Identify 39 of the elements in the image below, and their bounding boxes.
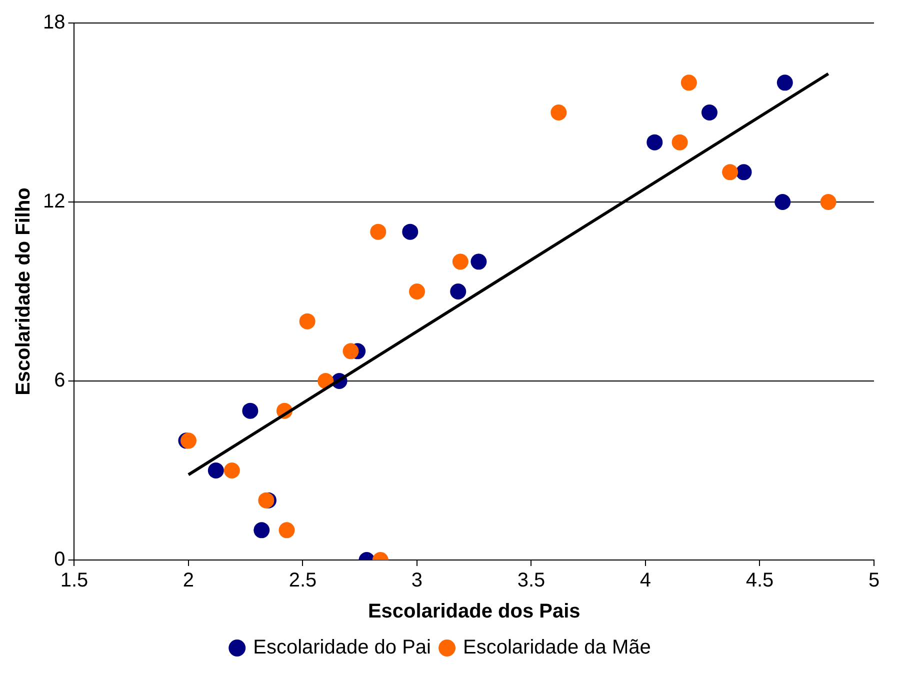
x-axis-title: Escolaridade dos Pais	[368, 600, 580, 623]
x-tick-label: 5	[868, 570, 880, 592]
x-tick-label: 4	[640, 570, 652, 592]
point	[820, 194, 836, 210]
point	[409, 284, 425, 300]
y-axis-title: Escolaridade do Filho	[12, 188, 35, 396]
point	[774, 194, 791, 210]
point	[450, 284, 466, 300]
x-tick-label: 2	[182, 570, 194, 592]
y-tick-label: 18	[42, 12, 66, 34]
x-tick-label: 1.5	[60, 570, 88, 592]
point	[224, 462, 240, 478]
point	[402, 224, 418, 240]
point	[672, 134, 688, 150]
point	[776, 74, 793, 91]
point	[452, 254, 468, 270]
legend-label: Escolaridade da Mãe	[463, 636, 651, 659]
point	[299, 313, 316, 330]
point	[722, 164, 738, 180]
x-tick-label: 3.5	[517, 570, 546, 592]
point	[278, 522, 295, 538]
point	[254, 522, 270, 538]
x-tick-label: 2.5	[288, 570, 317, 592]
point	[370, 224, 386, 240]
point	[680, 74, 697, 91]
point	[242, 402, 258, 419]
y-tick-label: 0	[54, 548, 66, 571]
y-tick-label: 12	[42, 190, 66, 213]
point	[646, 134, 663, 150]
legend-label: Escolaridade do Pai	[253, 636, 431, 659]
x-tick-label: 3	[411, 570, 423, 592]
point	[701, 104, 718, 120]
point	[550, 104, 567, 120]
point	[208, 462, 224, 478]
point	[342, 343, 359, 360]
point	[470, 254, 487, 270]
x-tick-label: 4.5	[746, 570, 774, 592]
y-tick-label: 6	[54, 370, 66, 392]
point	[736, 164, 752, 180]
